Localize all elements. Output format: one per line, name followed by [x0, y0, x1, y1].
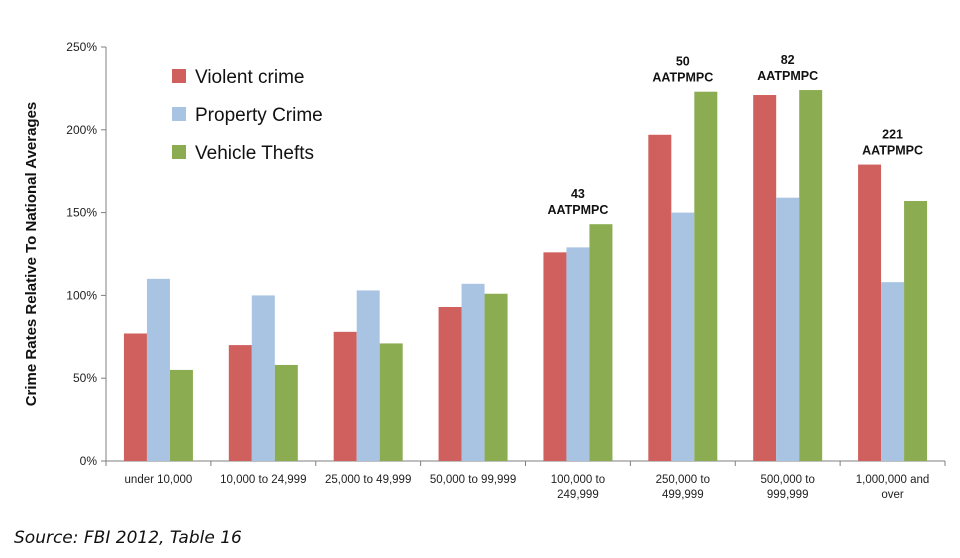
annotation-label: AATPMPC — [652, 71, 713, 85]
x-tick-label: 50,000 to 99,999 — [430, 474, 516, 486]
bar-vehicle-thefts — [484, 293, 508, 461]
bar-vehicle-thefts — [379, 343, 403, 461]
bar-property-crime — [776, 197, 800, 462]
annotation-label: AATPMPC — [757, 69, 818, 83]
bar-property-crime — [251, 295, 275, 461]
bar-property-crime — [881, 282, 905, 461]
bar-vehicle-thefts — [589, 224, 613, 461]
bar-vehicle-thefts — [274, 364, 298, 461]
bar-violent-crime — [123, 333, 147, 461]
legend-label: Property Crime — [195, 105, 323, 126]
bar-property-crime — [461, 283, 485, 461]
legend-label: Violent crime — [195, 67, 304, 88]
x-tick-label: 500,000 to — [761, 474, 815, 486]
y-tick-label: 200% — [66, 123, 97, 137]
bar-property-crime — [671, 212, 695, 461]
bar-violent-crime — [333, 331, 357, 461]
bar-violent-crime — [648, 134, 672, 461]
bar-chart: 0% 50% 100% 150% 200% 250% Crime Rates Relativ… — [23, 40, 946, 501]
bar-violent-crime — [753, 95, 777, 462]
bar-violent-crime — [858, 164, 882, 462]
bar-vehicle-thefts — [799, 90, 823, 461]
x-tick-label: 1,000,000 and — [856, 474, 930, 486]
legend-swatch — [172, 69, 186, 83]
y-tick-label: 0% — [80, 454, 98, 468]
y-tick-label: 100% — [66, 288, 97, 302]
annotation-label: AATPMPC — [862, 144, 923, 158]
bar-violent-crime — [438, 306, 462, 461]
x-tick-label: 249,999 — [557, 489, 599, 501]
x-tick-label: 100,000 to — [551, 474, 605, 486]
x-tick-label: 250,000 to — [656, 474, 710, 486]
bar-vehicle-thefts — [169, 369, 193, 461]
x-tick-label: under 10,000 — [125, 474, 193, 486]
annotation-label: 43 — [571, 187, 585, 201]
x-tick-label: 999,999 — [767, 489, 809, 501]
bar-property-crime — [356, 290, 380, 461]
x-tick-label: 499,999 — [662, 489, 704, 501]
y-tick-label: 50% — [73, 371, 97, 385]
bar-violent-crime — [228, 345, 252, 461]
y-axis-label: Crime Rates Relative To National Average… — [23, 102, 40, 407]
legend-swatch — [172, 145, 186, 159]
annotation-label: 50 — [676, 55, 690, 69]
y-tick-label: 150% — [66, 206, 97, 220]
source-note: Source: FBI 2012, Table 16 — [14, 528, 242, 548]
bar-vehicle-thefts — [904, 201, 928, 461]
annotation-label: AATPMPC — [547, 203, 608, 217]
y-tick-label: 250% — [66, 40, 97, 54]
legend-label: Vehicle Thefts — [195, 143, 314, 164]
x-tick-label: 25,000 to 49,999 — [325, 474, 411, 486]
x-tick-label: 10,000 to 24,999 — [220, 474, 306, 486]
bar-violent-crime — [543, 252, 567, 461]
annotation-label: 82 — [781, 53, 795, 67]
bar-property-crime — [566, 247, 590, 461]
legend-swatch — [172, 107, 186, 121]
bar-vehicle-thefts — [694, 91, 718, 461]
bar-property-crime — [146, 278, 170, 461]
x-tick-label: over — [881, 489, 904, 501]
annotation-label: 221 — [882, 128, 903, 142]
